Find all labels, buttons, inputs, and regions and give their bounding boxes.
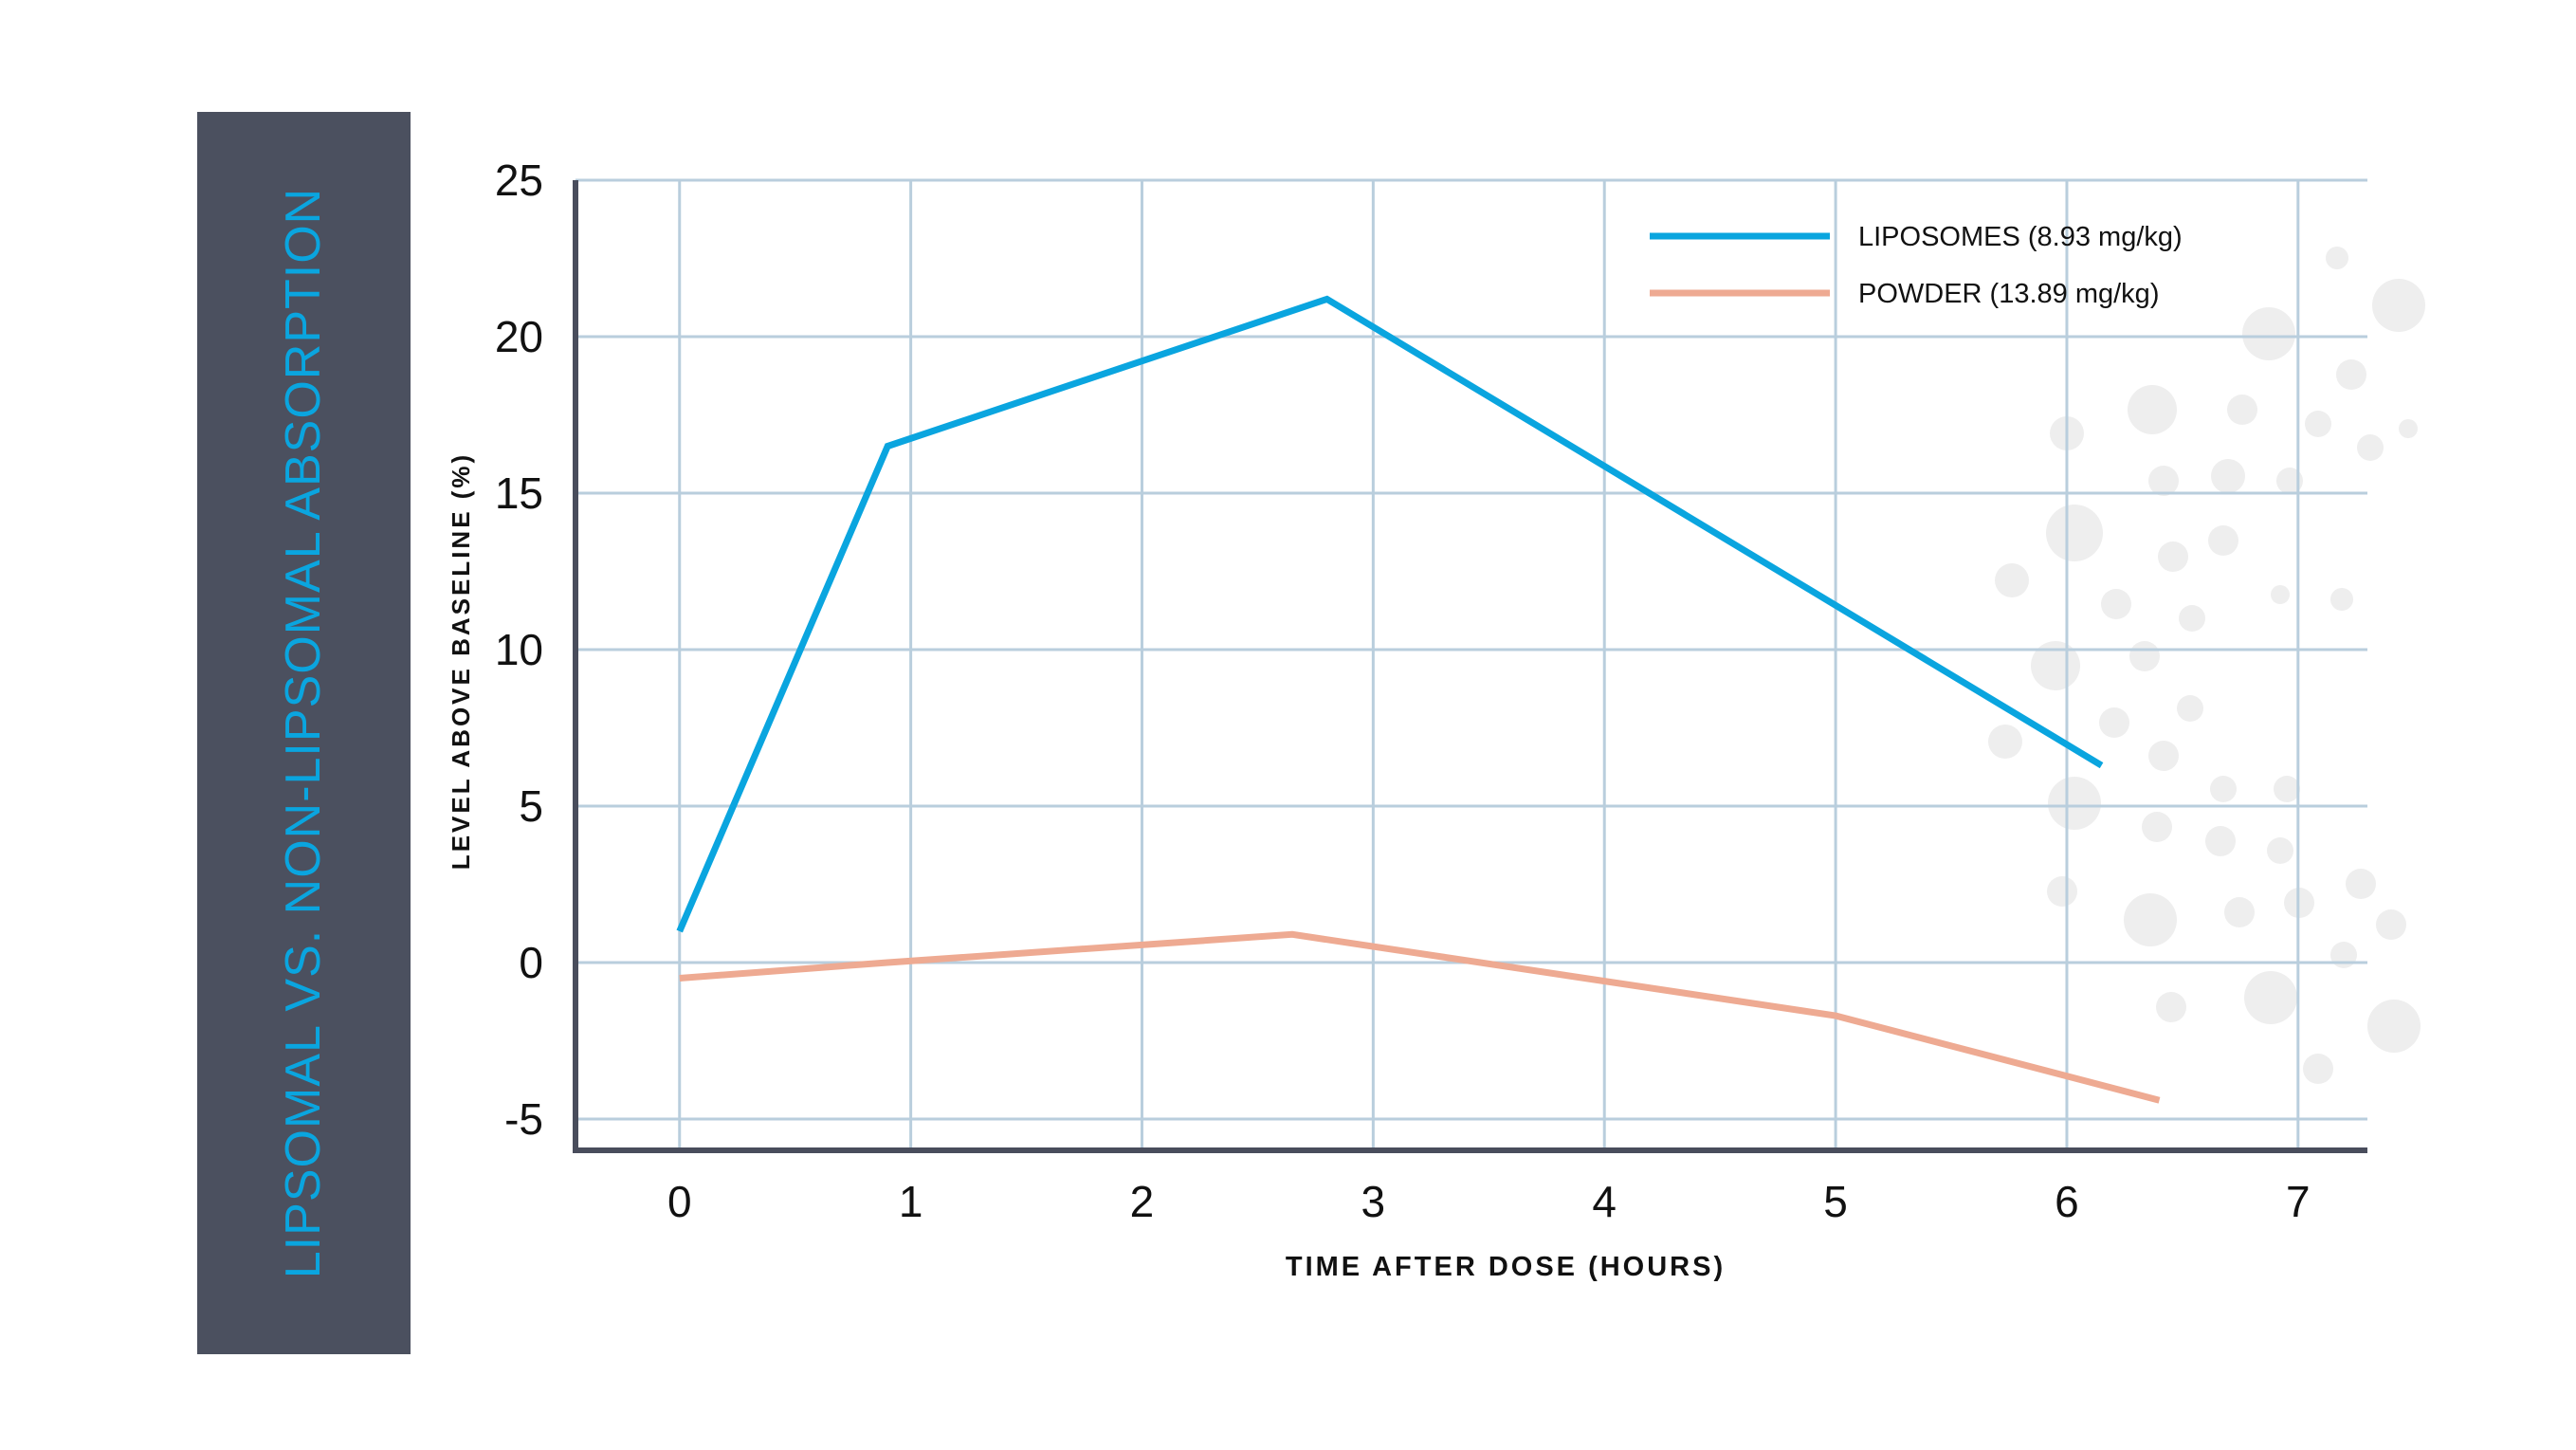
decor-dot	[2177, 695, 2203, 722]
decor-dot	[2101, 589, 2131, 619]
decor-dot	[2211, 459, 2245, 493]
decor-dot	[2158, 541, 2188, 572]
chart-axes	[573, 180, 2367, 1153]
x-tick-label: 7	[2286, 1177, 2311, 1226]
decor-dot	[1988, 725, 2022, 759]
decor-dot	[2330, 942, 2357, 968]
decor-dot	[2048, 777, 2101, 830]
decor-dot	[2376, 909, 2406, 940]
decor-dot	[1995, 563, 2029, 597]
chart-series	[676, 295, 2161, 1104]
series-line-liposomes	[676, 295, 2104, 933]
y-tick-label: 10	[495, 625, 543, 674]
decorative-dots	[1988, 247, 2425, 1084]
decor-dot	[2047, 876, 2077, 907]
y-tick-label: 5	[519, 781, 543, 831]
decor-dot	[2330, 588, 2353, 611]
decor-dot	[2148, 741, 2179, 771]
decor-dot	[2274, 776, 2300, 802]
y-tick-label: 0	[519, 938, 543, 987]
decor-dot	[2267, 837, 2293, 864]
decor-dot	[2303, 1054, 2333, 1084]
decor-dot	[2276, 468, 2303, 494]
decor-dot	[2326, 247, 2348, 269]
series-line-powder	[679, 930, 2161, 1104]
decor-dot	[2129, 641, 2160, 671]
legend-label: LIPOSOMES (8.93 mg/kg)	[1858, 222, 2183, 252]
decor-dot	[2367, 1000, 2421, 1053]
x-tick-label: 0	[667, 1177, 692, 1226]
decor-dot	[2128, 385, 2177, 434]
x-tick-label: 2	[1130, 1177, 1155, 1226]
chart-grid	[575, 178, 2367, 1150]
decor-dot	[2372, 279, 2425, 332]
decor-dot	[2346, 869, 2376, 899]
decor-dot	[2179, 605, 2205, 632]
decor-dot	[2156, 992, 2186, 1022]
y-tick-label: 25	[495, 156, 543, 205]
y-tick-label: -5	[504, 1094, 543, 1144]
decor-dot	[2046, 505, 2103, 561]
decor-dot	[2224, 897, 2255, 927]
x-tick-label: 6	[2055, 1177, 2079, 1226]
decor-dot	[2227, 395, 2257, 425]
x-axis-label: TIME AFTER DOSE (HOURS)	[1286, 1252, 1726, 1282]
decor-dot	[2124, 893, 2177, 946]
decor-dot	[2305, 411, 2331, 437]
x-tick-label: 3	[1361, 1177, 1386, 1226]
decor-dot	[2205, 826, 2236, 856]
decor-dot	[2210, 776, 2237, 802]
x-tick-label: 5	[1823, 1177, 1848, 1226]
decor-dot	[2399, 419, 2418, 438]
chart-tick-labels: 0 1 2 3 4 5 6 7 -5 0 5 10 15 20 25	[495, 156, 2311, 1226]
decor-dot	[2244, 971, 2297, 1024]
decor-dot	[2336, 359, 2366, 390]
x-tick-label: 1	[899, 1177, 923, 1226]
decor-dot	[2357, 434, 2384, 461]
decor-dot	[2242, 307, 2295, 360]
decor-dot	[2142, 812, 2172, 842]
decor-dot	[2148, 466, 2179, 496]
legend-label: POWDER (13.89 mg/kg)	[1858, 279, 2159, 309]
side-panel	[197, 112, 411, 1354]
decor-dot	[2208, 525, 2238, 556]
y-axis-label: LEVEL ABOVE BASELINE (%)	[447, 452, 475, 870]
decor-dot	[2271, 585, 2290, 604]
decor-dot	[2099, 707, 2129, 738]
chart-legend: LIPOSOMES (8.93 mg/kg) POWDER (13.89 mg/k…	[1650, 222, 2183, 309]
y-tick-label: 20	[495, 312, 543, 361]
y-tick-label: 15	[495, 468, 543, 518]
x-tick-label: 4	[1592, 1177, 1617, 1226]
